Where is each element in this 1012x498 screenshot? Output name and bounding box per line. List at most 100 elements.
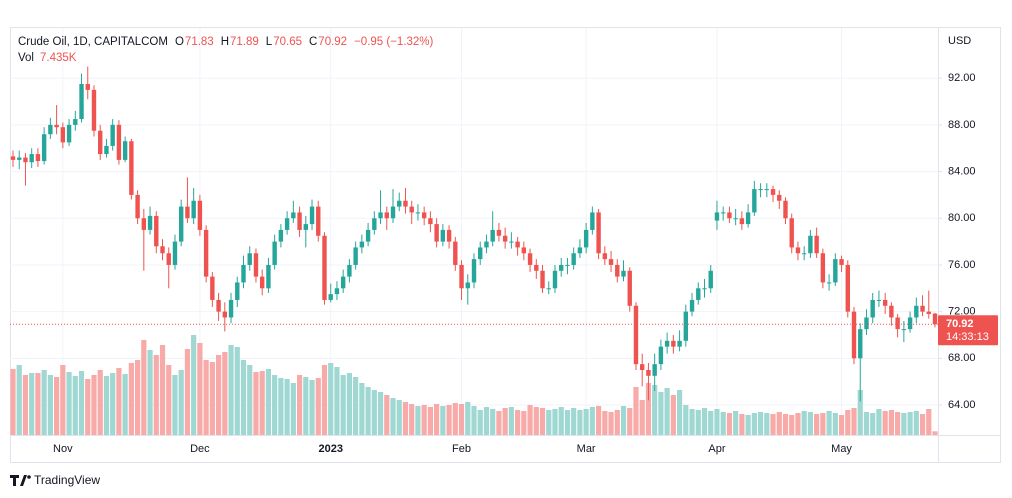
candle-body bbox=[23, 157, 28, 163]
x-tick-label: Dec bbox=[190, 443, 210, 455]
candle-body bbox=[73, 119, 78, 125]
label-layer: 64.00 68.00 72.00 76.00 80.00 84.00 88.00 92.00… bbox=[10, 36, 998, 455]
candle-body bbox=[216, 299, 221, 312]
legend-letter: H bbox=[221, 36, 229, 48]
candle-body bbox=[340, 276, 346, 289]
candle-layer bbox=[10, 66, 938, 402]
candle-body bbox=[708, 270, 713, 289]
volume-bar bbox=[66, 372, 72, 435]
volume-bar bbox=[365, 387, 371, 435]
volume-bar bbox=[608, 412, 614, 435]
candle-body bbox=[179, 206, 184, 242]
candle-body bbox=[801, 253, 807, 255]
volume-bar bbox=[627, 408, 633, 435]
volume-bar bbox=[739, 414, 745, 435]
candle-body bbox=[727, 212, 732, 219]
candle-body bbox=[465, 282, 470, 289]
volume-bar bbox=[272, 375, 278, 435]
volume-bar bbox=[932, 431, 938, 435]
volume-bar bbox=[10, 369, 16, 435]
volume-bar bbox=[577, 410, 583, 435]
volume-bar bbox=[496, 411, 502, 435]
candle-body bbox=[814, 235, 819, 254]
volume-bar bbox=[745, 415, 751, 435]
candle-body bbox=[85, 84, 90, 90]
volume-bar bbox=[290, 383, 296, 435]
candle-body bbox=[421, 212, 427, 219]
candle-body bbox=[515, 241, 520, 248]
volume-bar bbox=[72, 376, 78, 435]
candle-body bbox=[608, 259, 614, 265]
candle-body bbox=[48, 124, 53, 135]
candle-body bbox=[191, 200, 196, 219]
x-tick-label: Nov bbox=[53, 443, 73, 455]
volume-bar bbox=[334, 367, 340, 435]
volume-bar bbox=[564, 410, 571, 435]
volume-bar bbox=[259, 371, 265, 435]
volume-bar bbox=[708, 411, 714, 435]
candle-body bbox=[328, 294, 333, 300]
volume-bar bbox=[159, 345, 166, 435]
volume-bar bbox=[141, 340, 147, 435]
volume-bar bbox=[919, 414, 926, 435]
volume-bar bbox=[184, 349, 191, 435]
volume-bar bbox=[377, 392, 384, 435]
volume-bar bbox=[340, 375, 346, 435]
volume-bar bbox=[546, 410, 552, 435]
volume-bar bbox=[508, 407, 514, 435]
candle-body bbox=[876, 299, 882, 301]
volume-bar bbox=[353, 377, 359, 435]
candle-body bbox=[29, 154, 34, 163]
legend-volume-value: 7.435K bbox=[40, 52, 77, 64]
candle-body bbox=[415, 212, 421, 214]
candle-body bbox=[758, 189, 763, 191]
volume-bar bbox=[452, 403, 458, 435]
candle-body bbox=[353, 247, 358, 265]
volume-bar bbox=[359, 383, 365, 435]
brand-logo: TradingView bbox=[10, 473, 100, 487]
volume-bar bbox=[633, 387, 639, 435]
candle-body bbox=[228, 299, 234, 318]
candle-body bbox=[291, 212, 296, 219]
volume-bar bbox=[826, 411, 832, 435]
last-price-label: 70.92 bbox=[946, 318, 974, 330]
volume-bar bbox=[770, 414, 776, 435]
legend-volume-title: Vol bbox=[18, 52, 34, 64]
volume-bar bbox=[284, 379, 290, 435]
x-tick-label: Feb bbox=[452, 443, 471, 455]
volume-bar bbox=[60, 365, 66, 435]
volume-bar bbox=[639, 400, 645, 435]
candle-body bbox=[621, 270, 626, 277]
y-tick-label: 80.00 bbox=[948, 212, 976, 224]
volume-bar bbox=[539, 408, 546, 435]
candle-body bbox=[633, 305, 639, 365]
candle-body bbox=[185, 206, 190, 219]
candle-body bbox=[60, 127, 66, 143]
candle-body bbox=[571, 253, 576, 265]
candle-body bbox=[222, 311, 228, 318]
candle-body bbox=[141, 218, 147, 230]
candle-body bbox=[720, 212, 726, 214]
volume-bar bbox=[832, 413, 838, 435]
candle-body bbox=[590, 212, 595, 230]
candle-body bbox=[471, 259, 477, 283]
candle-body bbox=[372, 218, 377, 230]
volume-bar bbox=[35, 373, 41, 435]
candle-body bbox=[203, 229, 209, 277]
volume-bar bbox=[477, 410, 483, 435]
volume-bar bbox=[583, 409, 589, 435]
candle-body bbox=[160, 246, 165, 254]
candle-body bbox=[54, 124, 59, 128]
volume-bar bbox=[676, 390, 683, 435]
volume-bar bbox=[203, 360, 209, 435]
volume-bar bbox=[402, 402, 409, 435]
candle-body bbox=[646, 369, 651, 376]
candle-body bbox=[509, 241, 514, 243]
candle-body bbox=[502, 235, 508, 242]
logo-dot bbox=[27, 475, 31, 479]
volume-bar bbox=[863, 412, 870, 435]
volume-bar bbox=[857, 390, 863, 435]
volume-bar bbox=[240, 360, 247, 435]
volume-bar bbox=[197, 343, 203, 435]
candle-body bbox=[428, 218, 433, 225]
